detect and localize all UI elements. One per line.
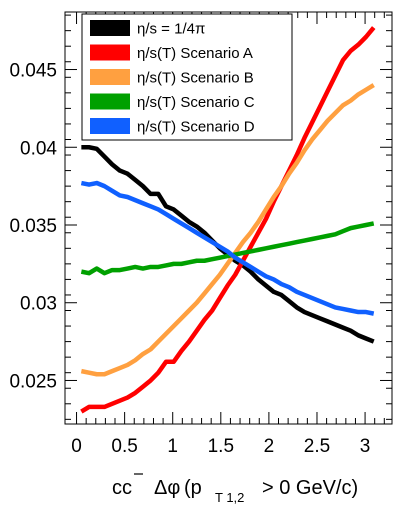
y-tick-label: 0.025 — [9, 371, 57, 392]
legend: η/s = 1/4π η/s(T) Scenario A η/s(T) Scenar… — [81, 13, 293, 141]
legend-swatch-0 — [90, 20, 130, 36]
tick-labels: 0 0.5 1 1.5 2 2.5 3 0.025 0.03 0.035 0.04 0.045 — [9, 61, 370, 457]
x-tick-label: 2 — [264, 436, 275, 457]
legend-label-1: η/s(T) Scenario A — [137, 45, 253, 62]
x-tick-label: 1.5 — [208, 436, 234, 457]
y-tick-label: 0.045 — [9, 61, 57, 82]
xlabel-open: (p — [184, 477, 202, 499]
x-tick-label: 3 — [360, 436, 371, 457]
legend-label-2: η/s(T) Scenario B — [137, 70, 254, 87]
legend-swatch-4 — [90, 118, 130, 134]
xlabel-delta-phi: Δφ — [154, 477, 180, 499]
xlabel-pair: cc — [112, 477, 132, 499]
plot-lines — [80, 26, 376, 414]
y-tick-label: 0.03 — [20, 294, 57, 315]
xlabel-subscript: T 1,2 — [215, 490, 244, 505]
legend-swatch-1 — [90, 44, 130, 61]
series-line-2 — [80, 83, 375, 377]
legend-label-3: η/s(T) Scenario C — [137, 94, 255, 111]
series-line-3 — [80, 221, 375, 276]
y-tick-label: 0.035 — [9, 216, 57, 237]
x-tick-label: 1 — [167, 436, 178, 457]
x-axis-label: cc Δφ (p T 1,2 > 0 GeV/c) — [112, 473, 358, 505]
y-tick-label: 0.04 — [20, 138, 57, 159]
legend-swatch-3 — [90, 93, 130, 110]
legend-label-4: η/s(T) Scenario D — [137, 119, 255, 136]
xlabel-cut: > 0 GeV/c) — [262, 477, 358, 499]
legend-label-0: η/s = 1/4π — [137, 21, 205, 38]
series-line-1 — [80, 26, 376, 414]
series-line-4 — [80, 180, 375, 316]
x-tick-label: 0.5 — [111, 436, 137, 457]
plot-frame — [64, 11, 393, 425]
x-tick-label: 0 — [71, 436, 82, 457]
x-tick-label: 2.5 — [304, 436, 330, 457]
legend-swatch-2 — [90, 69, 130, 85]
